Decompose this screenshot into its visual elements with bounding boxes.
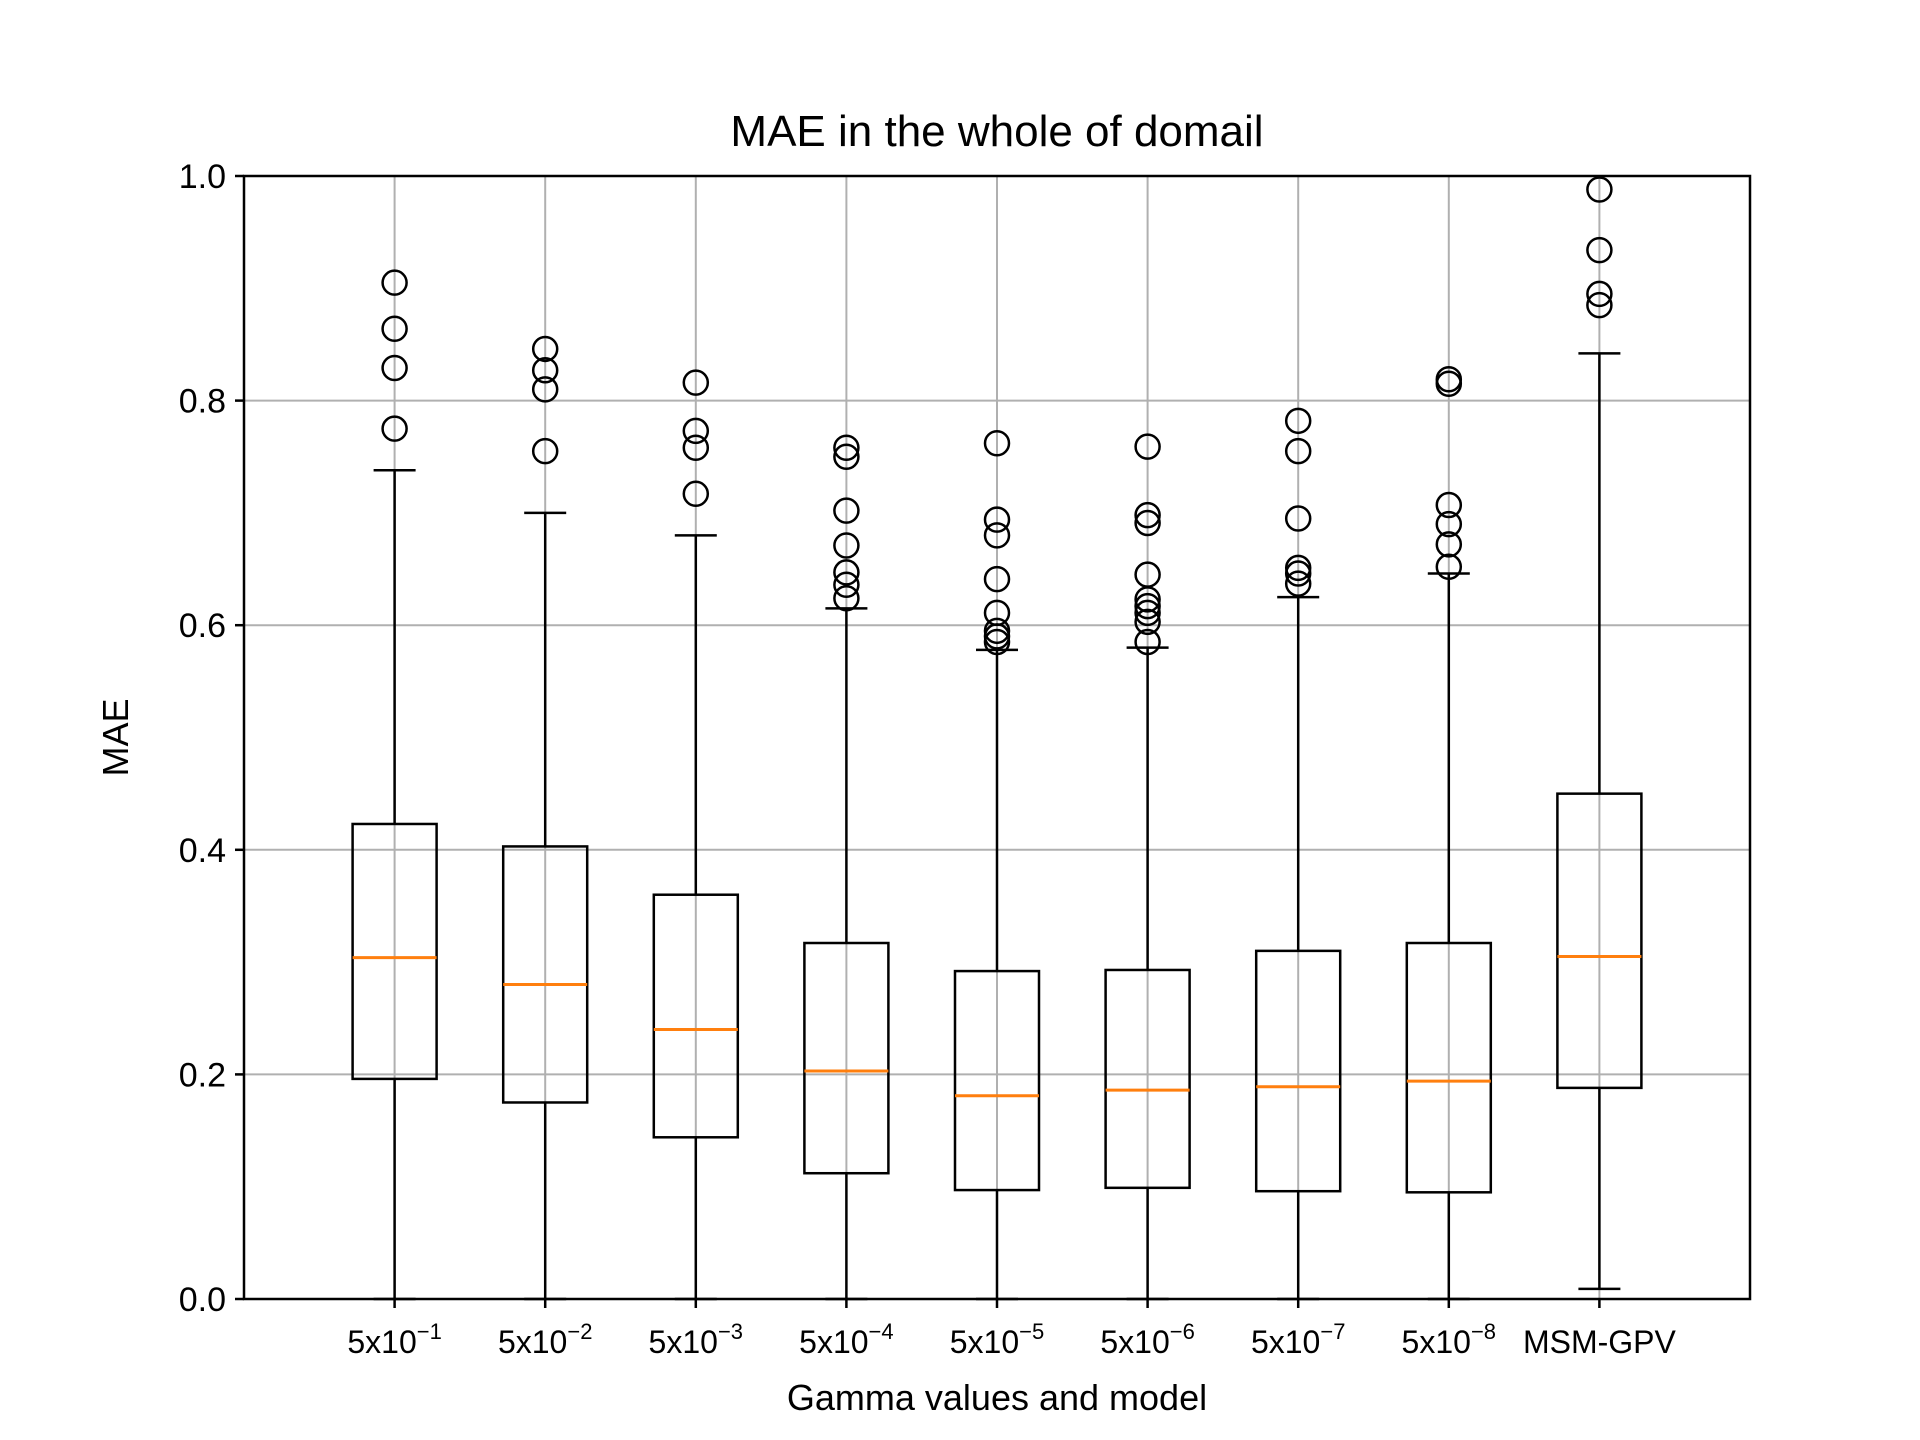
x-tick-label: 5x10−8 (1402, 1319, 1496, 1360)
y-axis-label: MAE (95, 698, 136, 776)
x-axis-label: Gamma values and model (787, 1377, 1207, 1418)
outlier-point (833, 443, 860, 470)
box-group (803, 434, 890, 1301)
outlier-point (833, 497, 860, 524)
outlier-point (833, 559, 860, 586)
box-iqr (1556, 792, 1643, 1090)
outlier-point (682, 417, 710, 445)
outlier-point (1586, 176, 1613, 203)
outlier-point (833, 532, 860, 559)
outlier-point (1435, 510, 1463, 538)
box-iqr (652, 893, 740, 1139)
x-tick-label: 5x10−4 (799, 1319, 893, 1360)
y-tick-label: 0.2 (179, 1056, 226, 1094)
y-tick-label: 0.8 (179, 383, 226, 421)
outlier-point (381, 315, 408, 342)
outlier-point (682, 480, 710, 508)
outlier-point (1284, 407, 1312, 435)
outlier-point (682, 434, 710, 462)
x-axis-ticks: 5x10−1 5x10−2 5x10−3 5x10−4 5x10−5 5x10−6 5x10… (347, 1299, 1677, 1360)
outlier-point (531, 437, 559, 465)
outlier-point (983, 430, 1011, 457)
outlier-point (1586, 280, 1613, 308)
outlier-point (1134, 561, 1161, 588)
outlier-point (1134, 501, 1161, 529)
outlier-point (1134, 509, 1161, 537)
outlier-point (1435, 366, 1463, 393)
y-axis-ticks: 0.0 0.2 0.4 0.6 0.8 1.0 (179, 158, 244, 1319)
x-tick-label: 5x10−6 (1100, 1319, 1194, 1360)
outlier-point (1586, 291, 1613, 319)
outlier-point (1435, 553, 1463, 581)
box-group (1556, 176, 1643, 1291)
outlier-point (1134, 599, 1161, 627)
outlier-point (1284, 505, 1312, 532)
box-iqr (1405, 941, 1493, 1194)
box-group (1405, 366, 1493, 1301)
box-iqr (1104, 968, 1191, 1190)
outlier-point (833, 571, 860, 599)
x-tick-label: 5x10−1 (347, 1319, 441, 1360)
x-tick-label: 5x10−5 (950, 1319, 1044, 1360)
outlier-point (983, 522, 1011, 549)
outlier-point (381, 354, 408, 382)
boxes-layer (351, 176, 1643, 1301)
outlier-point (1284, 570, 1312, 597)
outlier-point (983, 599, 1011, 627)
y-tick-label: 1.0 (179, 158, 226, 196)
outlier-point (1134, 608, 1161, 636)
y-tick-label: 0.0 (179, 1281, 226, 1319)
box-iqr (501, 845, 589, 1104)
box-iqr (953, 969, 1041, 1192)
outlier-point (983, 617, 1011, 645)
outlier-point (1586, 236, 1613, 264)
x-tick-label: MSM-GPV (1523, 1324, 1677, 1360)
box-group (1104, 433, 1191, 1301)
outlier-point (1284, 554, 1312, 582)
box-iqr (351, 822, 438, 1081)
box-iqr (1254, 949, 1342, 1193)
outlier-point (1134, 433, 1161, 460)
outlier-point (531, 357, 559, 384)
outlier-point (1134, 628, 1161, 656)
x-tick-label: 5x10−7 (1251, 1319, 1345, 1360)
outlier-point (682, 369, 710, 396)
outlier-point (531, 376, 559, 403)
outlier-point (1435, 491, 1463, 519)
box-iqr (803, 941, 890, 1175)
chart-title: MAE in the whole of domail (730, 107, 1263, 156)
y-tick-label: 0.6 (179, 607, 226, 645)
x-tick-label: 5x10−2 (498, 1319, 592, 1360)
outlier-point (1284, 437, 1312, 465)
outlier-point (531, 335, 559, 363)
outlier-point (833, 434, 860, 462)
x-tick-label: 5x10−3 (649, 1319, 743, 1360)
outlier-point (1435, 531, 1463, 558)
outlier-point (983, 506, 1011, 533)
y-tick-label: 0.4 (179, 832, 226, 870)
outlier-point (833, 584, 860, 612)
outlier-point (381, 269, 408, 296)
outlier-point (1134, 592, 1161, 620)
outlier-point (983, 565, 1011, 593)
outlier-point (381, 415, 408, 442)
